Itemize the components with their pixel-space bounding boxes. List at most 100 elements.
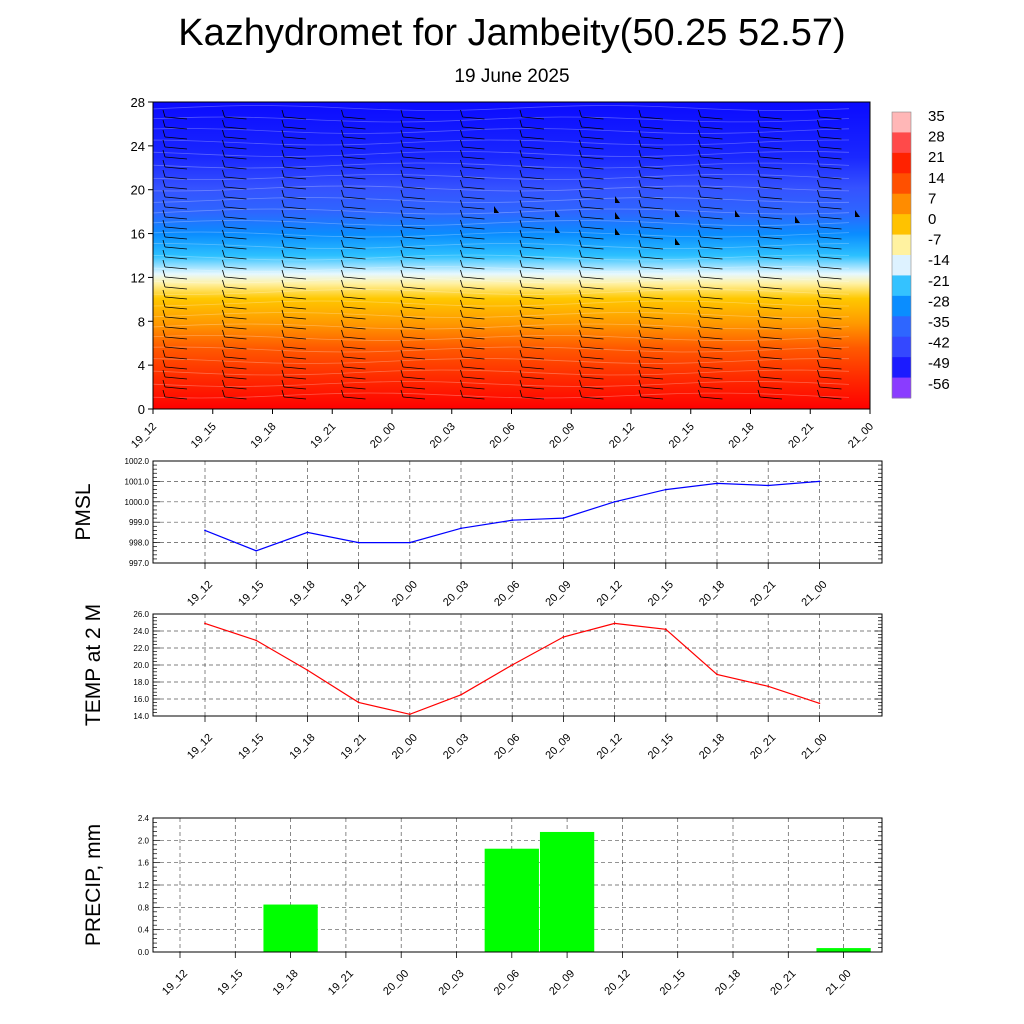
wind-barb-feather — [162, 109, 166, 118]
wind-barb — [640, 336, 664, 340]
wind-pennant — [795, 216, 800, 223]
wind-barb — [759, 196, 783, 200]
wind-barb — [462, 176, 485, 180]
wind-barb-feather — [460, 119, 463, 128]
x-tick-label: 21_00 — [799, 579, 829, 609]
x-tick-label: 19_15 — [215, 968, 245, 998]
wind-barb-feather — [519, 139, 523, 148]
wind-barb-feather — [519, 149, 523, 158]
wind-barb — [581, 116, 604, 120]
wind-barb — [581, 126, 604, 130]
wind-barb — [640, 166, 664, 170]
wind-barb-feather — [162, 369, 166, 378]
wind-barb — [700, 376, 723, 380]
x-tick-label: 19_15 — [236, 732, 266, 762]
wind-barb-feather — [341, 119, 344, 128]
chart-subtitle: 19 June 2025 — [454, 66, 570, 87]
wind-barb-feather — [341, 229, 344, 238]
wind-barb-feather — [281, 369, 285, 378]
wind-barb — [283, 146, 307, 150]
data-point — [408, 713, 411, 716]
contour-line — [152, 392, 850, 399]
contour-line — [152, 346, 850, 353]
wind-barb — [581, 386, 604, 390]
wind-barb — [164, 316, 188, 320]
wind-barb — [819, 176, 842, 180]
wind-barb-feather — [757, 289, 761, 298]
wind-barb-feather — [341, 249, 344, 258]
wind-barb — [521, 136, 545, 140]
wind-barb — [224, 136, 247, 140]
colorbar-label: -49 — [928, 355, 950, 372]
wind-barb-feather — [400, 259, 404, 268]
y-tick-label: 26.0 — [133, 610, 149, 619]
wind-barb — [343, 336, 366, 340]
wind-barb — [462, 316, 485, 320]
wind-barb-feather — [638, 219, 642, 228]
contour-line — [152, 277, 850, 284]
x-tick-label: 20_12 — [607, 421, 637, 451]
y-tick-label: 1002.0 — [125, 457, 150, 466]
colorbar-label: -7 — [928, 232, 941, 249]
wind-barb — [402, 186, 426, 190]
wind-barb — [700, 346, 723, 350]
wind-barb-feather — [519, 219, 523, 228]
wind-barb — [640, 136, 664, 140]
wind-barb — [164, 246, 188, 250]
wind-barb — [164, 366, 188, 370]
wind-barb — [581, 226, 604, 230]
wind-barb — [224, 316, 247, 320]
x-tick-label: 20_12 — [602, 968, 632, 998]
wind-barb — [224, 246, 247, 250]
x-tick-label: 19_21 — [326, 968, 356, 998]
wind-barb — [164, 326, 188, 330]
wind-barb-feather — [519, 339, 523, 348]
wind-barb-feather — [519, 199, 523, 208]
wind-barb-feather — [817, 249, 820, 258]
wind-barb — [640, 366, 664, 370]
wind-barb — [402, 256, 426, 260]
wind-barb — [640, 316, 664, 320]
wind-barb — [462, 146, 485, 150]
wind-barb-feather — [162, 179, 166, 188]
wind-barb — [759, 166, 783, 170]
wind-barb-feather — [817, 229, 820, 238]
wind-barb — [700, 126, 723, 130]
wind-barb-feather — [341, 179, 344, 188]
wind-barb — [521, 296, 545, 300]
wind-barb — [700, 196, 723, 200]
wind-barb — [283, 366, 307, 370]
wind-barb — [521, 286, 545, 290]
wind-barb-feather — [460, 109, 463, 118]
wind-barb-feather — [222, 199, 225, 208]
wind-barb-feather — [638, 239, 642, 248]
wind-pennant — [855, 210, 860, 217]
wind-barb-feather — [162, 219, 166, 228]
wind-barb-feather — [400, 369, 404, 378]
y-tick-label: 0.4 — [138, 926, 150, 935]
colorbar: 35 28 21 14 7 0 -7 -14 -21 -28 -35 -42 -49 -56 — [891, 108, 950, 399]
wind-barb — [581, 336, 604, 340]
colorbar-segment — [892, 295, 911, 317]
x-tick-label: 19_18 — [249, 421, 279, 451]
wind-barb-feather — [638, 249, 642, 258]
wind-barb — [700, 316, 723, 320]
wind-barb-feather — [757, 199, 761, 208]
wind-barb — [640, 146, 664, 150]
colorbar-label: 28 — [928, 129, 945, 146]
wind-barb-feather — [698, 209, 701, 218]
wind-barb — [402, 156, 426, 160]
wind-barb-feather — [817, 289, 820, 298]
wind-barb-feather — [638, 339, 642, 348]
wind-barb-feather — [400, 319, 404, 328]
wind-barb-feather — [519, 379, 523, 388]
wind-barb-feather — [698, 149, 701, 158]
wind-barb — [581, 296, 604, 300]
wind-barb-feather — [757, 249, 761, 258]
x-tick-label: 20_09 — [547, 968, 577, 998]
wind-barb — [521, 226, 545, 230]
colorbar-segment — [892, 132, 911, 154]
wind-barb-feather — [281, 109, 285, 118]
wind-barb — [640, 256, 664, 260]
y-tick-label: 14.0 — [133, 712, 149, 721]
